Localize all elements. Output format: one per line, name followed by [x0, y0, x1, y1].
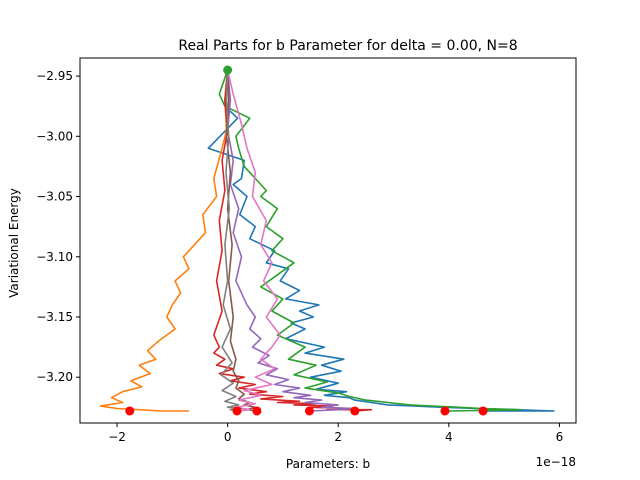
y-tick-label: −3.00 — [36, 129, 73, 143]
series-line-2 — [99, 69, 229, 412]
end-marker-2 — [232, 406, 242, 416]
x-axis-scale-label: 1e−18 — [536, 455, 576, 469]
y-axis: −2.95 −3.00 −3.05 −3.10 −3.15 −3.20 — [36, 69, 80, 384]
y-tick-label: −3.20 — [36, 370, 73, 384]
series-line-6 — [225, 69, 258, 412]
x-axis-label: Parameters: b — [286, 457, 370, 471]
chart-title: Real Parts for b Parameter for delta = 0… — [178, 38, 517, 54]
y-tick-label: −2.95 — [36, 69, 73, 83]
plot-frame — [79, 57, 577, 424]
plot-background — [80, 58, 576, 423]
y-tick-label: −3.15 — [36, 310, 73, 324]
x-tick-label: 6 — [556, 430, 564, 444]
end-marker-3 — [252, 406, 262, 416]
end-marker-6 — [440, 406, 450, 416]
series-line-3 — [218, 69, 522, 412]
y-axis-label: Variational Energy — [7, 188, 21, 298]
x-axis: −2 0 2 4 6 — [108, 423, 563, 444]
end-marker-1 — [125, 406, 135, 416]
series-line-7 — [226, 69, 282, 412]
plot-area — [80, 58, 576, 423]
end-marker-4 — [304, 406, 314, 416]
end-marker-5 — [350, 406, 360, 416]
series-line-1 — [207, 69, 555, 412]
end-marker-7 — [478, 406, 488, 416]
series-line-8 — [220, 69, 243, 412]
start-marker — [223, 65, 233, 75]
x-tick-label: 0 — [224, 430, 232, 444]
series-line-5 — [226, 69, 356, 412]
y-tick-label: −3.05 — [36, 190, 73, 204]
y-tick-label: −3.10 — [36, 250, 73, 264]
x-tick-label: 2 — [334, 430, 342, 444]
x-tick-label: 4 — [445, 430, 453, 444]
x-tick-label: −2 — [108, 430, 126, 444]
